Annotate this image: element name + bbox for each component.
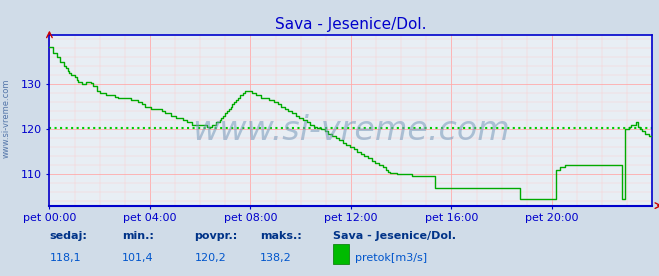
Text: povpr.:: povpr.: bbox=[194, 231, 238, 241]
Text: www.si-vreme.com: www.si-vreme.com bbox=[192, 114, 510, 147]
Text: 120,2: 120,2 bbox=[194, 253, 226, 263]
Text: pretok[m3/s]: pretok[m3/s] bbox=[355, 253, 426, 263]
Text: sedaj:: sedaj: bbox=[49, 231, 87, 241]
Text: 118,1: 118,1 bbox=[49, 253, 81, 263]
Text: www.si-vreme.com: www.si-vreme.com bbox=[2, 79, 11, 158]
Text: maks.:: maks.: bbox=[260, 231, 302, 241]
Text: min.:: min.: bbox=[122, 231, 154, 241]
Text: Sava - Jesenice/Dol.: Sava - Jesenice/Dol. bbox=[333, 231, 456, 241]
Title: Sava - Jesenice/Dol.: Sava - Jesenice/Dol. bbox=[275, 17, 426, 32]
Text: 101,4: 101,4 bbox=[122, 253, 154, 263]
Text: 138,2: 138,2 bbox=[260, 253, 292, 263]
